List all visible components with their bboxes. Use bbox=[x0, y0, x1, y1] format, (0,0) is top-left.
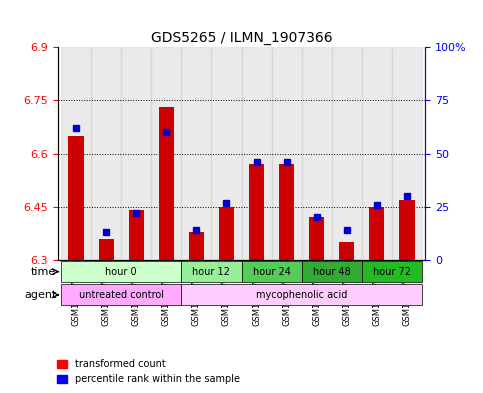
FancyBboxPatch shape bbox=[362, 261, 422, 282]
Bar bbox=[339, 242, 355, 260]
Bar bbox=[212, 47, 242, 260]
Text: hour 72: hour 72 bbox=[373, 266, 411, 277]
Text: hour 0: hour 0 bbox=[105, 266, 137, 277]
Bar bbox=[61, 47, 91, 260]
Bar bbox=[399, 200, 414, 260]
Bar bbox=[392, 47, 422, 260]
FancyBboxPatch shape bbox=[61, 261, 181, 282]
Text: hour 24: hour 24 bbox=[253, 266, 291, 277]
Bar bbox=[99, 239, 114, 260]
Legend: transformed count, percentile rank within the sample: transformed count, percentile rank withi… bbox=[53, 356, 243, 388]
Text: hour 48: hour 48 bbox=[313, 266, 351, 277]
Bar bbox=[189, 231, 204, 260]
Bar bbox=[362, 47, 392, 260]
FancyBboxPatch shape bbox=[61, 285, 181, 305]
Text: agent: agent bbox=[24, 290, 57, 300]
Bar bbox=[332, 47, 362, 260]
Bar bbox=[369, 207, 384, 260]
Bar bbox=[279, 164, 294, 260]
Bar bbox=[309, 217, 324, 260]
Bar bbox=[159, 107, 174, 260]
Bar bbox=[249, 164, 264, 260]
Bar bbox=[219, 207, 234, 260]
Bar bbox=[242, 47, 271, 260]
FancyBboxPatch shape bbox=[181, 261, 242, 282]
Text: untreated control: untreated control bbox=[79, 290, 164, 300]
Bar bbox=[271, 47, 302, 260]
Bar bbox=[91, 47, 121, 260]
FancyBboxPatch shape bbox=[181, 285, 422, 305]
Bar bbox=[302, 47, 332, 260]
Text: mycophenolic acid: mycophenolic acid bbox=[256, 290, 347, 300]
Bar bbox=[151, 47, 181, 260]
Bar bbox=[181, 47, 212, 260]
FancyBboxPatch shape bbox=[302, 261, 362, 282]
Bar bbox=[128, 210, 144, 260]
Text: time: time bbox=[31, 266, 57, 277]
Text: hour 12: hour 12 bbox=[192, 266, 230, 277]
Bar bbox=[121, 47, 151, 260]
Title: GDS5265 / ILMN_1907366: GDS5265 / ILMN_1907366 bbox=[151, 31, 332, 45]
Bar bbox=[69, 136, 84, 260]
FancyBboxPatch shape bbox=[242, 261, 302, 282]
